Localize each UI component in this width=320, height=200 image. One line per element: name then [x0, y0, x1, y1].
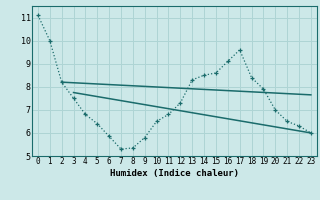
X-axis label: Humidex (Indice chaleur): Humidex (Indice chaleur): [110, 169, 239, 178]
